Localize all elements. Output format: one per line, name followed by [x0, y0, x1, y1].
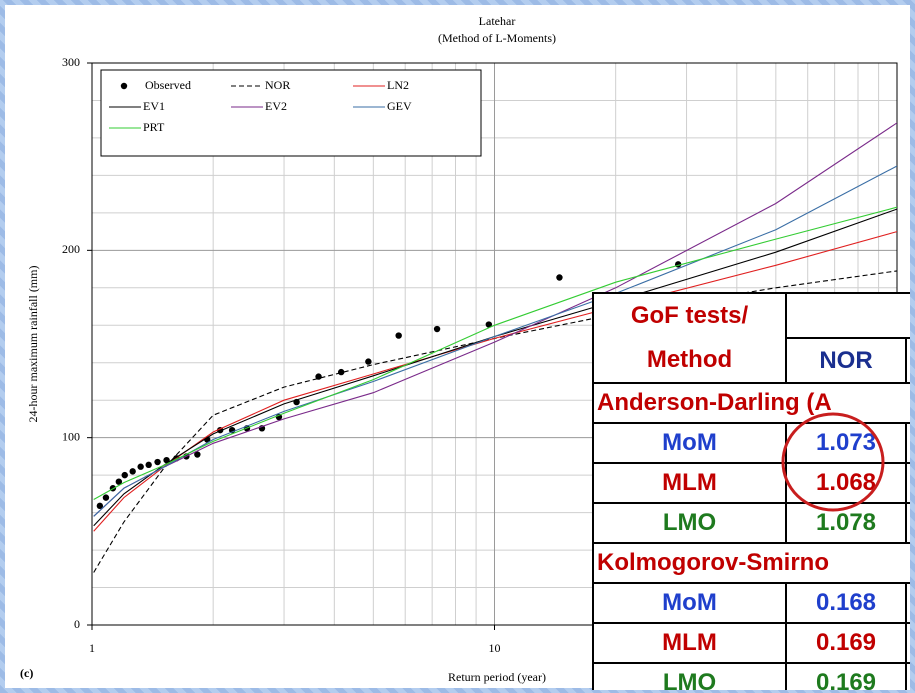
column-header: NOR [785, 337, 907, 384]
observed-point [337, 368, 345, 376]
x-tick-label: 1 [89, 641, 95, 655]
legend-label: PRT [143, 120, 165, 134]
cell [905, 462, 910, 504]
table: GoF tests/Method NOR Anderson-Darling (A… [592, 292, 910, 690]
method: MLM [592, 462, 787, 504]
cell [905, 337, 910, 384]
panel-label: (c) [20, 666, 33, 680]
legend-label: EV2 [265, 99, 287, 113]
x-tick-label: 10 [489, 641, 501, 655]
method: MoM [592, 422, 787, 464]
model-curve [93, 231, 897, 532]
cell [905, 502, 910, 544]
observed-point [556, 274, 563, 281]
section-row: Kolmogorov-Smirno [592, 542, 910, 584]
y-tick-label: 200 [62, 242, 80, 256]
observed-point [137, 463, 144, 470]
cell [905, 622, 910, 664]
value: 0.169 [785, 662, 907, 690]
legend-label: LN2 [387, 78, 409, 92]
observed-point [485, 321, 493, 328]
observed-point [121, 471, 128, 479]
method: MLM [592, 622, 787, 664]
value: 1.078 [785, 502, 907, 544]
method: MoM [592, 582, 787, 624]
header-row: GoF tests/Method [592, 292, 910, 384]
value: 0.168 [785, 582, 907, 624]
legend-box [100, 69, 482, 157]
observed-point [433, 325, 441, 333]
x-axis-label: Return period (year) [448, 670, 546, 684]
observed-point [115, 478, 123, 485]
observed-point [145, 461, 152, 469]
y-axis-label: 24-hour maximum rainfall (mm) [26, 266, 40, 423]
method: LMO [592, 502, 787, 544]
observed-point [154, 458, 161, 466]
observed-point [96, 502, 104, 510]
observed-point [102, 494, 110, 501]
observed-point [163, 456, 170, 464]
legend-label: GEV [387, 99, 412, 113]
model-curve [93, 208, 897, 527]
section-title: Anderson-Darling (A [592, 382, 910, 424]
y-tick-label: 100 [62, 429, 80, 443]
header-row: NOR [593, 337, 910, 384]
method: LMO [592, 662, 787, 690]
gof-table: GoF tests/Method NOR Anderson-Darling (A… [592, 292, 910, 690]
section-row: Anderson-Darling (A [592, 382, 910, 424]
value: 0.169 [785, 622, 907, 664]
legend-label: NOR [265, 78, 290, 92]
legend-label: Observed [145, 78, 191, 92]
y-tick-label: 300 [62, 55, 80, 69]
observed-point [194, 451, 201, 458]
observed-point [365, 358, 372, 365]
legend-label: EV1 [143, 99, 165, 113]
model-curve [93, 206, 897, 500]
observed-point [129, 468, 136, 475]
chart-title: Latehar [479, 14, 516, 28]
chart-subtitle: (Method of L-Moments) [438, 31, 556, 45]
header-cell: GoF tests/Method [592, 292, 787, 384]
observed-point [395, 332, 402, 339]
y-tick-label: 0 [74, 617, 80, 631]
cell [905, 662, 910, 690]
header-text: GoF tests/ [630, 302, 749, 329]
header-cell [785, 292, 910, 339]
value: 1.068 [785, 462, 907, 504]
section-title: Kolmogorov-Smirno [592, 542, 910, 584]
model-curve [93, 270, 897, 573]
cell [905, 582, 910, 624]
legend-marker [120, 82, 128, 90]
header-text: Method [646, 346, 733, 373]
cell [905, 422, 910, 464]
observed-point [315, 373, 322, 380]
value: 1.073 [785, 422, 907, 464]
